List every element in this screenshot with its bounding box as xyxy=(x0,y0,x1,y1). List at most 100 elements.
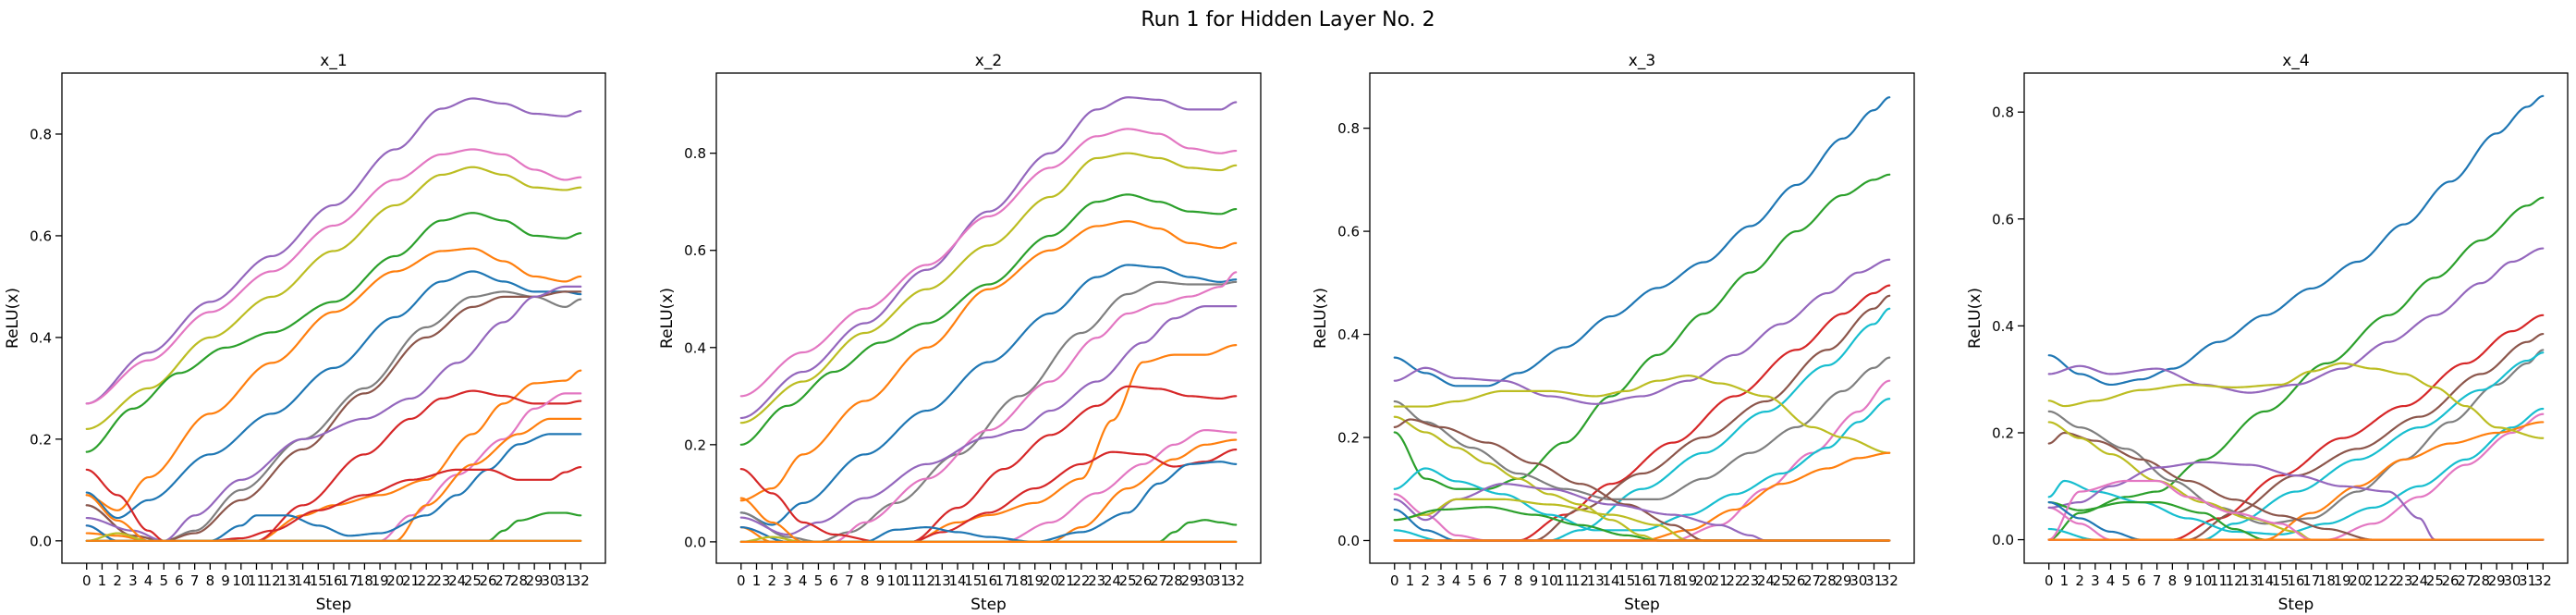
series-line-10 xyxy=(1393,375,1891,454)
series-line-2 xyxy=(1393,173,1891,490)
x-tick-label: 19 xyxy=(372,572,389,589)
x-tick-label: 14 xyxy=(948,572,966,589)
y-tick-label: 0.4 xyxy=(30,329,52,346)
series-line-16 xyxy=(85,511,582,542)
x-tick-label: 31 xyxy=(556,572,574,589)
series-line-5 xyxy=(739,220,1238,502)
y-axis-label: ReLU(x) xyxy=(1966,288,1984,349)
x-tick-label: 8 xyxy=(1514,572,1523,589)
x-tick-label: 22 xyxy=(2380,572,2398,589)
x-tick-label: 11 xyxy=(2210,572,2228,589)
x-tick-label: 0 xyxy=(737,572,746,589)
x-tick-label: 10 xyxy=(2194,572,2212,589)
x-tick-label: 6 xyxy=(1483,572,1492,589)
series-line-11 xyxy=(739,385,1238,543)
x-tick-label: 24 xyxy=(2411,572,2428,589)
x-tick-label: 20 xyxy=(1695,572,1713,589)
series-line-14 xyxy=(2047,461,2545,541)
x-axis-label: Step xyxy=(1624,596,1660,614)
x-tick-label: 27 xyxy=(1150,572,1167,589)
series-line-3 xyxy=(2047,247,2545,394)
x-tick-label: 21 xyxy=(1057,572,1075,589)
x-tick-label: 19 xyxy=(2334,572,2351,589)
x-tick-label: 30 xyxy=(1850,572,1867,589)
x-tick-label: 23 xyxy=(433,572,450,589)
axes-frame xyxy=(2023,72,2569,564)
x-tick-label: 23 xyxy=(1741,572,1759,589)
series-line-7 xyxy=(2047,351,2545,541)
x-tick-label: 25 xyxy=(464,572,482,589)
series-line-12 xyxy=(739,428,1238,543)
x-tick-label: 14 xyxy=(1602,572,1619,589)
x-tick-label: 8 xyxy=(206,572,215,589)
y-axis-label: ReLU(x) xyxy=(658,288,677,349)
series-line-3 xyxy=(85,166,582,430)
subplot-2: 0.00.20.40.60.80 1 2 3 4 5 6 7 8 9 101112131415161… xyxy=(658,52,1262,614)
x-tick-label: 17 xyxy=(340,572,358,589)
x-tick-label: 18 xyxy=(356,572,373,589)
series-line-3 xyxy=(1393,258,1891,405)
series-line-9 xyxy=(85,285,582,542)
x-tick-label: 23 xyxy=(2395,572,2412,589)
x-tick-label: 4 xyxy=(144,572,153,589)
series-line-16 xyxy=(2047,479,2545,541)
x-tick-label: 5 xyxy=(814,572,824,589)
x-tick-label: 16 xyxy=(324,572,342,589)
x-tick-label: 5 xyxy=(1468,572,1477,589)
x-tick-label: 21 xyxy=(402,572,420,589)
x-tick-label: 7 xyxy=(190,572,200,589)
subplot-title: x_3 xyxy=(1629,52,1655,70)
series-line-5 xyxy=(85,247,582,511)
x-tick-label: 32 xyxy=(2534,572,2552,589)
x-tick-label: 2 xyxy=(767,572,776,589)
x-tick-label: 31 xyxy=(2519,572,2536,589)
y-tick-label: 0.4 xyxy=(1337,326,1360,343)
x-tick-label: 28 xyxy=(1819,572,1837,589)
x-tick-label: 26 xyxy=(2441,572,2459,589)
series-line-7 xyxy=(1393,356,1891,500)
x-tick-label: 8 xyxy=(861,572,870,589)
x-tick-label: 17 xyxy=(1649,572,1666,589)
x-tick-label: 1 xyxy=(2060,572,2069,589)
x-tick-label: 9 xyxy=(1530,572,1539,589)
series-line-14 xyxy=(739,448,1238,543)
x-tick-label: 6 xyxy=(829,572,838,589)
x-tick-label: 26 xyxy=(1134,572,1152,589)
series-line-6 xyxy=(739,264,1238,526)
x-tick-label: 28 xyxy=(510,572,528,589)
subplot-title: x_4 xyxy=(2282,52,2309,70)
series-line-4 xyxy=(739,193,1238,446)
series-group xyxy=(2047,94,2545,541)
y-tick-label: 0.2 xyxy=(30,431,52,448)
x-tick-label: 20 xyxy=(1042,572,1059,589)
x-axis-label: Step xyxy=(316,596,352,614)
x-tick-label: 15 xyxy=(2272,572,2289,589)
y-tick-label: 0.8 xyxy=(1992,105,2014,121)
x-tick-label: 25 xyxy=(1773,572,1790,589)
x-tick-label: 21 xyxy=(2364,572,2382,589)
x-tick-label: 3 xyxy=(783,572,792,589)
x-tick-label: 15 xyxy=(964,572,982,589)
x-tick-label: 29 xyxy=(1180,572,1198,589)
x-tick-label: 28 xyxy=(2472,572,2490,589)
y-axis-label: ReLU(x) xyxy=(1312,288,1330,349)
x-tick-label: 17 xyxy=(2302,572,2320,589)
series-line-9 xyxy=(739,305,1238,536)
x-tick-label: 21 xyxy=(1711,572,1728,589)
y-tick-label: 0.6 xyxy=(1992,211,2014,228)
x-tick-label: 14 xyxy=(2256,572,2274,589)
x-tick-label: 10 xyxy=(1541,572,1558,589)
x-axis-label: Step xyxy=(2278,596,2314,614)
y-tick-label: 0.0 xyxy=(30,533,52,549)
x-tick-label: 10 xyxy=(232,572,250,589)
y-tick-label: 0.2 xyxy=(1992,424,2014,441)
series-line-8 xyxy=(1393,379,1891,542)
x-tick-label: 30 xyxy=(1196,572,1214,589)
subplot-1: 0.00.20.40.60.80 1 2 3 4 5 6 7 8 9 101112131415161… xyxy=(4,52,606,614)
series-line-1 xyxy=(739,96,1238,420)
x-tick-label: 0 xyxy=(82,572,92,589)
y-tick-label: 0.4 xyxy=(1992,318,2014,335)
series-group xyxy=(85,97,582,542)
x-tick-label: 16 xyxy=(2287,572,2304,589)
x-tick-label: 15 xyxy=(310,572,327,589)
